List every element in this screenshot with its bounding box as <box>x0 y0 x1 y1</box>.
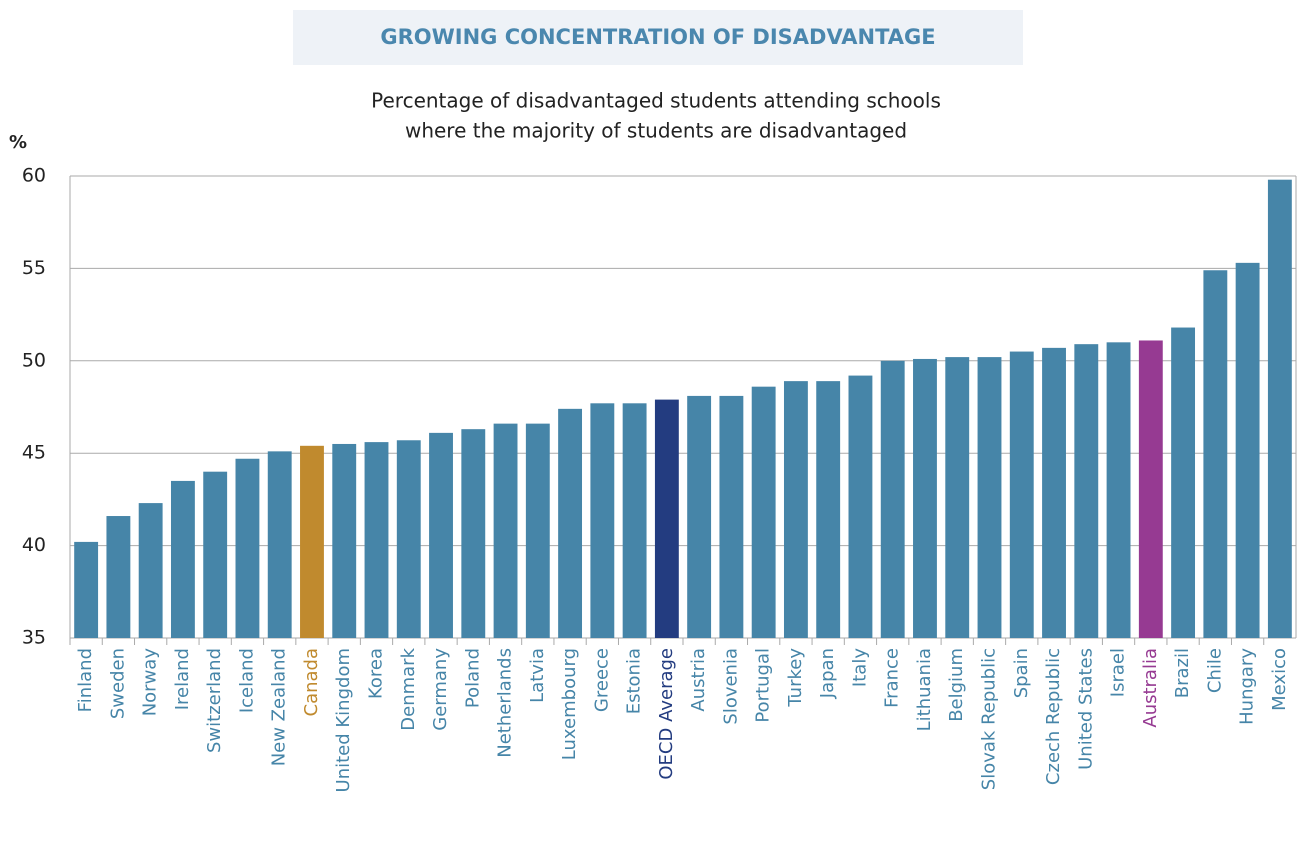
bar <box>106 516 131 638</box>
bar <box>1009 351 1034 638</box>
x-tick-label: Hungary <box>1237 648 1258 725</box>
x-tick-label: Portugal <box>753 648 774 723</box>
x-tick-label: Latvia <box>527 648 548 703</box>
x-tick-label: Chile <box>1204 648 1225 693</box>
x-tick-label: Israel <box>1108 648 1129 697</box>
x-tick-label: Switzerland <box>204 648 225 753</box>
bar <box>267 451 292 638</box>
bar <box>461 429 486 638</box>
bar <box>235 458 260 638</box>
x-tick-label: United States <box>1075 648 1096 770</box>
bar <box>654 399 679 638</box>
bar <box>751 386 776 638</box>
y-tick-label: 50 <box>22 349 46 371</box>
x-tick-label: Turkey <box>785 648 806 708</box>
bar <box>170 480 195 638</box>
bar <box>1106 342 1131 638</box>
bar <box>525 423 550 638</box>
x-tick-label: Austria <box>688 648 709 712</box>
x-tick-label: Iceland <box>236 648 257 713</box>
x-tick-label: United Kingdom <box>333 648 354 792</box>
bar <box>816 381 841 638</box>
bar <box>203 471 228 638</box>
y-tick-label: 55 <box>22 257 46 279</box>
x-tick-label: Italy <box>849 648 870 687</box>
bar <box>74 541 99 638</box>
x-tick-label: Spain <box>1011 648 1032 698</box>
y-tick-label: 60 <box>22 165 46 187</box>
x-tick-label: Czech Republic <box>1043 648 1064 785</box>
x-tick-label: Poland <box>462 648 483 708</box>
bar <box>783 381 808 638</box>
bar <box>945 357 970 638</box>
x-tick-label: Brazil <box>1172 648 1193 698</box>
y-axis-label: % <box>9 132 27 153</box>
bar <box>848 375 873 638</box>
bar <box>977 357 1002 638</box>
bar <box>622 403 647 638</box>
x-tick-label: France <box>882 648 903 708</box>
x-tick-label: Greece <box>591 648 612 712</box>
x-tick-label: Denmark <box>398 647 419 730</box>
x-tick-label: Finland <box>75 648 96 712</box>
bar <box>364 442 389 638</box>
bar <box>913 358 937 638</box>
bar <box>719 395 744 638</box>
bar <box>1074 344 1099 638</box>
x-tick-label: Norway <box>140 648 161 717</box>
x-tick-label: Ireland <box>172 648 193 710</box>
x-tick-label: Korea <box>366 648 387 699</box>
bar <box>300 445 324 638</box>
bar <box>880 360 905 638</box>
x-tick-label: Germany <box>430 648 451 731</box>
bar <box>1235 262 1260 638</box>
y-tick-label: 45 <box>22 442 46 464</box>
x-tick-label: Lithuania <box>914 648 935 731</box>
chart-title: GROWING CONCENTRATION OF DISADVANTAGE <box>380 25 935 49</box>
x-tick-label: Japan <box>817 648 838 699</box>
bar <box>396 440 421 638</box>
x-tick-label: New Zealand <box>269 648 290 766</box>
x-tick-label: Belgium <box>946 648 967 722</box>
x-tick-label: Canada <box>301 648 322 717</box>
x-tick-label: Netherlands <box>495 648 516 758</box>
bar <box>138 503 163 638</box>
bar <box>1171 327 1196 638</box>
bar <box>687 395 712 638</box>
bar <box>558 408 583 638</box>
bar <box>429 432 453 638</box>
subtitle: where the majority of students are disad… <box>405 119 907 143</box>
x-tick-label: Mexico <box>1269 648 1290 711</box>
bar <box>1138 340 1163 638</box>
bar <box>590 403 615 638</box>
bar <box>1042 347 1066 638</box>
y-tick-label: 35 <box>22 627 46 649</box>
bar <box>332 443 357 638</box>
x-tick-label: Sweden <box>107 648 128 719</box>
x-tick-label: OECD Average <box>656 648 677 780</box>
x-tick-label: Slovenia <box>720 648 741 725</box>
x-tick-label: Australia <box>1140 648 1161 728</box>
subtitle: Percentage of disadvantaged students att… <box>371 89 941 113</box>
bar <box>1203 270 1228 638</box>
bar <box>493 423 518 638</box>
x-tick-label: Estonia <box>624 648 645 714</box>
x-tick-label: Luxembourg <box>559 648 580 760</box>
y-tick-label: 40 <box>22 534 46 556</box>
x-tick-label: Slovak Republic <box>979 648 1000 790</box>
bar <box>1267 179 1292 639</box>
title-box <box>293 10 1023 65</box>
